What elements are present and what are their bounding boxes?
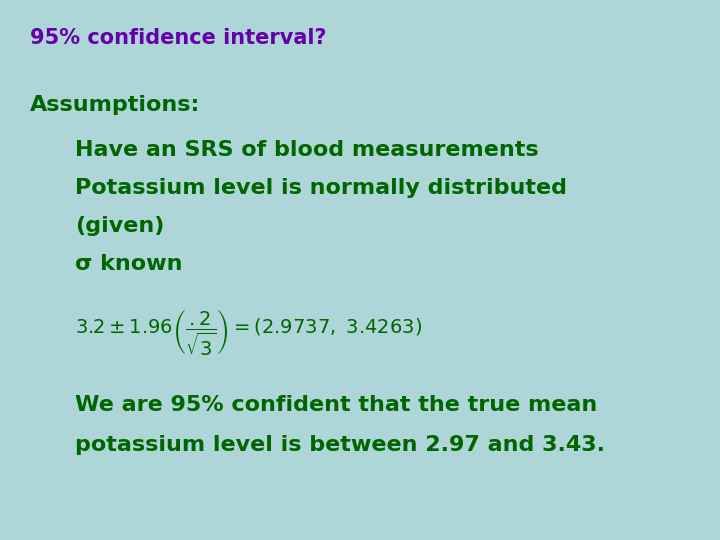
Text: $3.2\pm1.96\left(\dfrac{.2}{\sqrt{3}}\right) = (2.9737,\ 3.4263)$: $3.2\pm1.96\left(\dfrac{.2}{\sqrt{3}}\ri…	[75, 308, 422, 358]
Text: Potassium level is normally distributed: Potassium level is normally distributed	[75, 178, 567, 198]
Text: Assumptions:: Assumptions:	[30, 95, 200, 115]
Text: (given): (given)	[75, 216, 164, 236]
Text: Have an SRS of blood measurements: Have an SRS of blood measurements	[75, 140, 539, 160]
Text: potassium level is between 2.97 and 3.43.: potassium level is between 2.97 and 3.43…	[75, 435, 605, 455]
Text: σ known: σ known	[75, 254, 182, 274]
Text: 95% confidence interval?: 95% confidence interval?	[30, 28, 326, 48]
Text: We are 95% confident that the true mean: We are 95% confident that the true mean	[75, 395, 598, 415]
